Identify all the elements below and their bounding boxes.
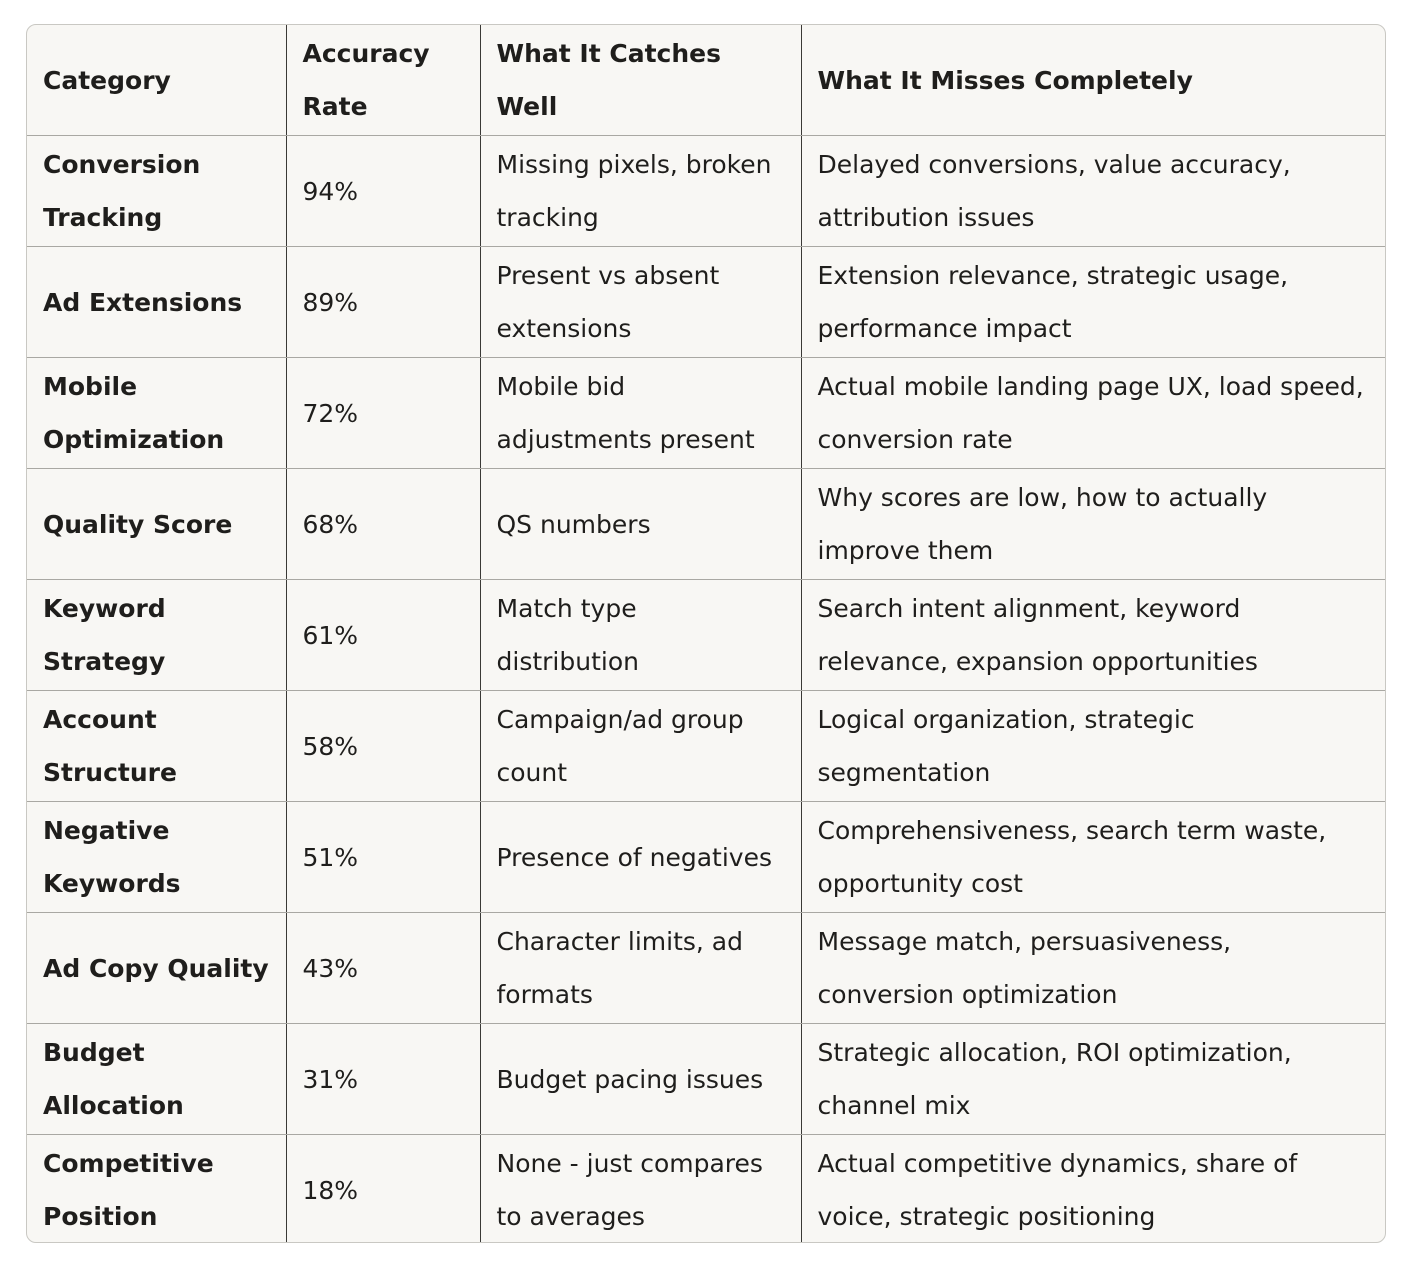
table-cell: Mobile bid adjustments present: [480, 357, 802, 469]
table-row: Mobile Optimization 72% Mobile bid adjustm…: [27, 357, 1385, 469]
table-row: Budget Allocation 31% Budget pacing issues…: [27, 1023, 1385, 1135]
header-row: Category Accuracy Rate What It Catches Wel…: [27, 25, 1385, 136]
row-label-cell: Quality Score: [27, 468, 287, 580]
header-cell: Category: [27, 25, 287, 136]
table-cell: Present vs absent extensions: [480, 246, 802, 358]
table-row: Ad Extensions 89% Present vs absent extens…: [27, 246, 1385, 358]
row-label-cell: Keyword Strategy: [27, 579, 287, 691]
table-cell: Missing pixels, broken tracking: [480, 135, 802, 247]
table-cell: 89%: [286, 246, 481, 358]
row-label-cell: Ad Extensions: [27, 246, 287, 358]
table-cell: Delayed conversions, value accuracy, att…: [801, 135, 1385, 247]
table-cell: Character limits, ad formats: [480, 912, 802, 1024]
header-cell: What It Catches Well: [480, 25, 802, 136]
table-cell: None - just compares to averages: [480, 1134, 802, 1242]
table-cell: 31%: [286, 1023, 481, 1135]
row-label-cell: Account Structure: [27, 690, 287, 802]
table-cell: Logical organization, strategic segmenta…: [801, 690, 1385, 802]
table-cell: Search intent alignment, keyword relevan…: [801, 579, 1385, 691]
table-cell: 94%: [286, 135, 481, 247]
table: Category Accuracy Rate What It Catches Wel…: [27, 25, 1385, 1242]
row-label-cell: Competitive Position: [27, 1134, 287, 1242]
table-cell: Actual mobile landing page UX, load spee…: [801, 357, 1385, 469]
table-cell: Campaign/ad group count: [480, 690, 802, 802]
table-cell: 61%: [286, 579, 481, 691]
table-row: Account Structure 58% Campaign/ad group co…: [27, 690, 1385, 802]
table-row: Competitive Position 18% None - just compa…: [27, 1134, 1385, 1242]
table-cell: Actual competitive dynamics, share of vo…: [817, 1149, 1298, 1231]
header-cell: What It Misses Completely: [801, 25, 1385, 136]
row-label-cell: Budget Allocation: [27, 1023, 287, 1135]
table-cell: Budget pacing issues: [480, 1023, 802, 1135]
table-cell: QS numbers: [480, 468, 802, 580]
table-card: Category Accuracy Rate What It Catches Wel…: [26, 24, 1386, 1243]
table-cell: Strategic allocation, ROI optimization, …: [801, 1023, 1385, 1135]
header-cell: Accuracy Rate: [286, 25, 481, 136]
table-body: Conversion Tracking 94% Missing pixels, br…: [27, 135, 1385, 1242]
table-row: Quality Score 68% QS numbers Why scores are…: [27, 468, 1385, 580]
table-cell: Presence of negatives: [480, 801, 802, 913]
table-row: Conversion Tracking 94% Missing pixels, br…: [27, 135, 1385, 247]
table-cell: Extension relevance, strategic usage, pe…: [801, 246, 1385, 358]
row-label-cell: Negative Keywords: [27, 801, 287, 913]
row-label-cell: Mobile Optimization: [27, 357, 287, 469]
table-cell: 18%: [286, 1134, 481, 1242]
table-cell: Message match, persuasiveness, conversio…: [801, 912, 1385, 1024]
row-label-cell: Conversion Tracking: [27, 135, 287, 247]
table-row: Negative Keywords 51% Presence of negative…: [27, 801, 1385, 913]
table-cell: 43%: [286, 912, 481, 1024]
table-cell: 72%: [286, 357, 481, 469]
table-cell: 58%: [286, 690, 481, 802]
table-cell: Comprehensiveness, search term waste, op…: [801, 801, 1385, 913]
table-cell: Match type distribution: [480, 579, 802, 691]
table-cell: 68%: [286, 468, 481, 580]
table-cell: 51%: [286, 801, 481, 913]
table-row: Keyword Strategy 61% Match type distributi…: [27, 579, 1385, 691]
table-cell: Why scores are low, how to actually impr…: [801, 468, 1385, 580]
table-row: Ad Copy Quality 43% Character limits, ad f…: [27, 912, 1385, 1024]
table-head: Category Accuracy Rate What It Catches Wel…: [27, 25, 1385, 136]
row-label-cell: Ad Copy Quality: [27, 912, 287, 1024]
